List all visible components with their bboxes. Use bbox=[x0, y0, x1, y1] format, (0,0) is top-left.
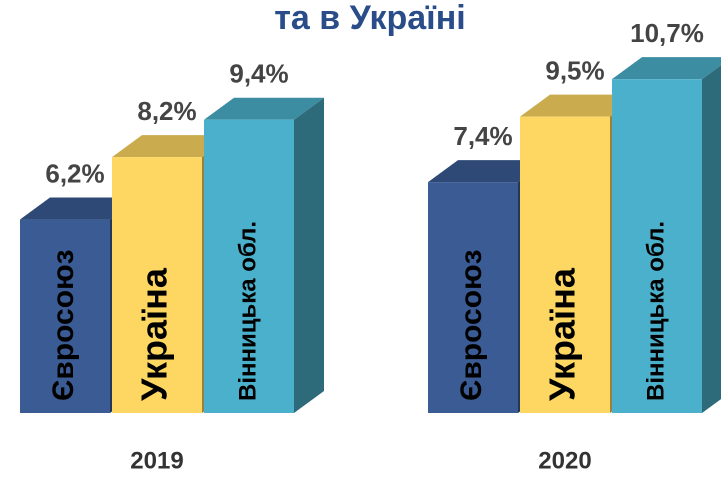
bar-side bbox=[702, 65, 721, 413]
bar-front bbox=[428, 182, 518, 413]
series-label: Вінницька обл. bbox=[642, 221, 669, 401]
x-tick-label: 2020 bbox=[538, 447, 591, 474]
value-label: 6,2% bbox=[45, 158, 104, 188]
bar-top bbox=[520, 94, 640, 117]
bar-front bbox=[520, 116, 610, 413]
series-label: Євросоюз bbox=[455, 249, 488, 401]
bar-front bbox=[612, 79, 702, 413]
value-label: 10,7% bbox=[630, 18, 704, 48]
bar bbox=[612, 57, 721, 413]
bar-top bbox=[612, 57, 721, 80]
bar-side bbox=[294, 97, 324, 413]
series-label: Україна bbox=[542, 267, 583, 401]
series-label: Євросоюз bbox=[47, 249, 80, 401]
series-label: Вінницька обл. bbox=[234, 221, 261, 401]
bar-front bbox=[112, 157, 202, 413]
value-label: 9,4% bbox=[229, 59, 288, 89]
bar-top bbox=[112, 135, 232, 158]
x-tick-label: 2019 bbox=[130, 447, 183, 474]
chart-title: та в Україні bbox=[274, 0, 465, 37]
bar-top bbox=[20, 197, 140, 220]
value-label: 8,2% bbox=[137, 96, 196, 126]
bar-front bbox=[20, 219, 110, 413]
bar-front bbox=[204, 119, 294, 413]
bar-top bbox=[204, 97, 324, 120]
series-label: Україна bbox=[134, 267, 175, 401]
bar bbox=[204, 97, 324, 413]
value-label: 7,4% bbox=[453, 121, 512, 151]
bar-top bbox=[428, 160, 548, 183]
value-label: 9,5% bbox=[545, 55, 604, 85]
